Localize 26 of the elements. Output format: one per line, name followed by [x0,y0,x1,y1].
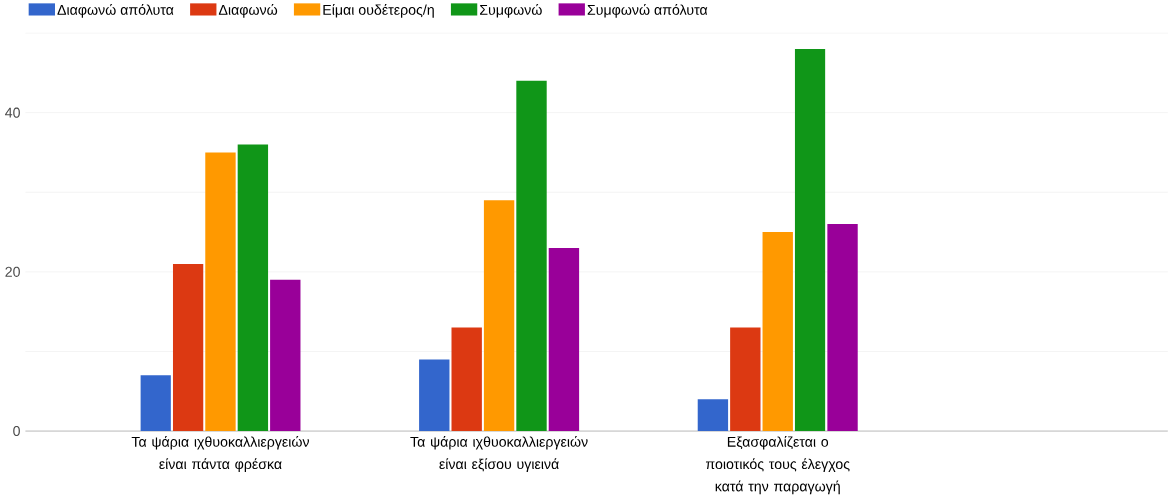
bar [237,144,269,432]
bar [730,327,761,432]
legend-label: Συμφωνώ απόλυτα [587,4,708,18]
bar [140,375,171,432]
bar [483,200,515,432]
bar [172,263,204,432]
x-tick-label: Τα ψάρια ιχθυοκαλλιεργειών είναι πάντα φρέσκα [131,436,309,472]
legend-label: Συμφωνώ [480,4,542,18]
bar [827,224,858,432]
bar [451,327,482,432]
bar [762,232,793,432]
bar [205,152,236,432]
x-tick-label: Τα ψάρια ιχθυοκαλλιεργειών είναι εξίσου υγιεινά [410,436,588,472]
bar [548,248,580,432]
y-tick-label: 40 [5,107,20,118]
bar [697,399,729,432]
bar [419,359,450,432]
bar [516,80,547,432]
legend-label: Διαφωνώ [218,4,278,18]
legend-label: Είμαι ουδέτερος/η [323,4,434,18]
x-tick-label: Εξασφαλίζεται ο ποιοτικός τους έλεγχος κατά την παραγωγή [705,436,850,495]
y-tick-label: 0 [13,426,20,437]
bar [794,49,826,432]
y-tick-label: 20 [5,266,20,277]
legend-label: Διαφωνώ απόλυτα [57,4,174,18]
bar [270,279,301,432]
